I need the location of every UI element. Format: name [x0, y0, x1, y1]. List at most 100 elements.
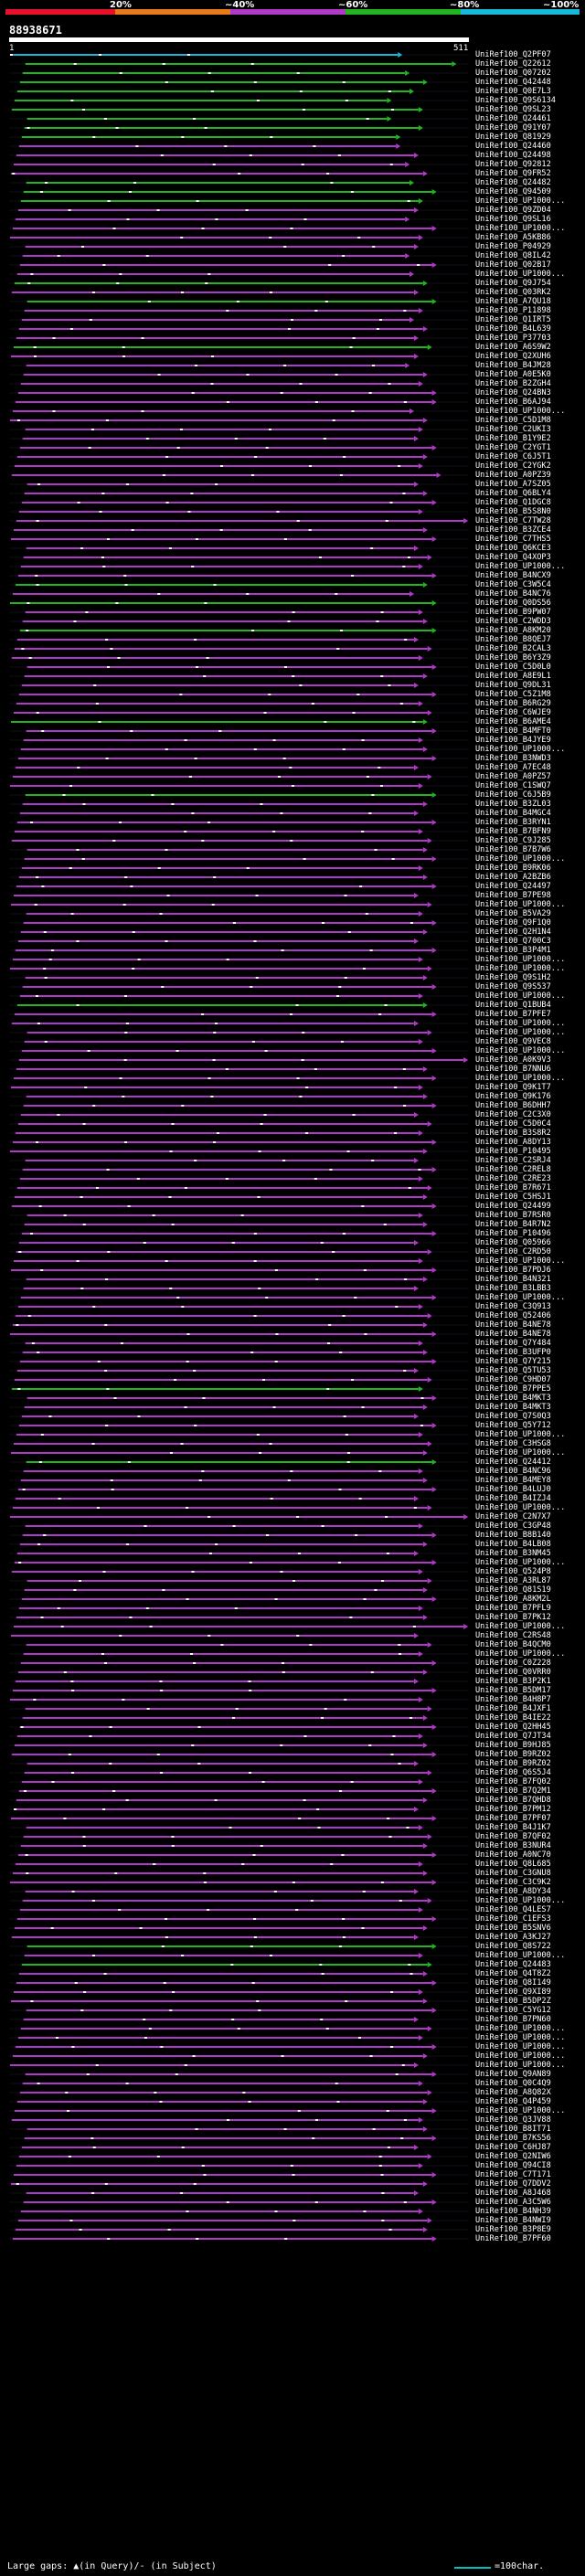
hit-label[interactable]: UniRef100_B9HJ85 [475, 1741, 551, 1750]
hit-label[interactable]: UniRef100_B5VA29 [475, 909, 551, 918]
hit-label[interactable]: UniRef100_C2RS48 [475, 1631, 551, 1640]
hit-label[interactable]: UniRef100_B3S8R2 [475, 1129, 551, 1138]
hit-label[interactable]: UniRef100_A0PZ57 [475, 772, 551, 781]
hit-label[interactable]: UniRef100_Q24460 [475, 142, 551, 151]
hit-label[interactable]: UniRef100_B3UFP0 [475, 1348, 551, 1357]
hit-label[interactable]: UniRef100_B9RK06 [475, 864, 551, 873]
hit-label[interactable]: UniRef100_B4MGC4 [475, 809, 551, 818]
hit-label[interactable]: UniRef100_B4LB08 [475, 1540, 551, 1549]
hit-label[interactable]: UniRef100_Q4LES7 [475, 1905, 551, 1914]
hit-label[interactable]: UniRef100_B4R7N2 [475, 1220, 551, 1229]
hit-label[interactable]: UniRef100_Q3JV88 [475, 2115, 551, 2125]
hit-label[interactable]: UniRef100_B4H8P7 [475, 1695, 551, 1704]
hit-label[interactable]: UniRef100_Q0DS56 [475, 599, 551, 608]
hit-label[interactable]: UniRef100_Q6BLY4 [475, 489, 551, 498]
hit-label[interactable]: UniRef100_Q05966 [475, 1238, 551, 1247]
hit-label[interactable]: UniRef100_P04929 [475, 242, 551, 251]
hit-label[interactable]: UniRef100_Q2NIW6 [475, 2152, 551, 2161]
hit-label[interactable]: UniRef100_C1SWQ7 [475, 781, 551, 790]
hit-label[interactable]: UniRef100_B2ZGH4 [475, 379, 551, 388]
hit-label[interactable]: UniRef100_A7QU18 [475, 297, 551, 306]
hit-label[interactable]: UniRef100_Q7Y215 [475, 1357, 551, 1366]
hit-label[interactable]: UniRef100_Q700C3 [475, 937, 551, 946]
hit-label[interactable]: UniRef100_B7R671 [475, 1183, 551, 1193]
hit-label[interactable]: UniRef100_Q5TU53 [475, 1366, 551, 1375]
hit-label[interactable]: UniRef100_Q9FR52 [475, 169, 551, 178]
hit-label[interactable]: UniRef100_Q92812 [475, 160, 551, 169]
hit-label[interactable]: UniRef100_Q2H1N4 [475, 928, 551, 937]
hit-label[interactable]: UniRef100_C1EFS3 [475, 1914, 551, 1924]
hit-label[interactable]: UniRef100_Q24461 [475, 114, 551, 123]
hit-label[interactable]: UniRef100_Q2HH45 [475, 1723, 551, 1732]
hit-label[interactable]: UniRef100_A8DY13 [475, 1138, 551, 1147]
hit-label[interactable]: UniRef100_B7PDJ6 [475, 1266, 551, 1275]
hit-label[interactable]: UniRef100_C3GNU8 [475, 1869, 551, 1878]
hit-label[interactable]: UniRef100_C2UKI3 [475, 425, 551, 434]
hit-label[interactable]: UniRef100_Q9K1T7 [475, 1083, 551, 1092]
hit-label[interactable]: UniRef100_A8E9L1 [475, 672, 551, 681]
hit-label[interactable]: UniRef100_Q4T8Z2 [475, 1969, 551, 1978]
hit-label[interactable]: UniRef100_B7QF02 [475, 1832, 551, 1841]
hit-label[interactable]: UniRef100_Q42448 [475, 78, 551, 87]
hit-label[interactable]: UniRef100_P10496 [475, 1229, 551, 1238]
hit-label[interactable]: UniRef100_UP1000... [475, 2106, 566, 2115]
hit-label[interactable]: UniRef100_UP1000... [475, 1074, 566, 1083]
hit-label[interactable]: UniRef100_Q4XOP3 [475, 553, 551, 562]
hit-label[interactable]: UniRef100_B3ZL03 [475, 800, 551, 809]
hit-label[interactable]: UniRef100_B7RSR0 [475, 1211, 551, 1220]
hit-label[interactable]: UniRef100_UP1000... [475, 1028, 566, 1037]
hit-label[interactable]: UniRef100_UP1000... [475, 1896, 566, 1905]
hit-label[interactable]: UniRef100_C9HD07 [475, 1375, 551, 1384]
hit-label[interactable]: UniRef100_Q03RK2 [475, 288, 551, 297]
hit-label[interactable]: UniRef100_B4L639 [475, 324, 551, 334]
hit-label[interactable]: UniRef100_B1Y9E2 [475, 434, 551, 443]
hit-label[interactable]: UniRef100_C6J5T1 [475, 452, 551, 461]
hit-label[interactable]: UniRef100_Q8IL42 [475, 251, 551, 260]
hit-label[interactable]: UniRef100_Q22612 [475, 59, 551, 69]
hit-label[interactable]: UniRef100_B4IZJ4 [475, 1494, 551, 1503]
hit-label[interactable]: UniRef100_C2SRJ4 [475, 1156, 551, 1165]
hit-label[interactable]: UniRef100_Q2PF07 [475, 50, 551, 59]
hit-label[interactable]: UniRef100_C6HJ87 [475, 2143, 551, 2152]
hit-label[interactable]: UniRef100_C9J285 [475, 836, 551, 845]
hit-label[interactable]: UniRef100_Q81S19 [475, 1585, 551, 1595]
hit-label[interactable]: UniRef100_A3KJ27 [475, 1933, 551, 1942]
hit-label[interactable]: UniRef100_B7PPE5 [475, 1384, 551, 1394]
hit-label[interactable]: UniRef100_P11898 [475, 306, 551, 315]
hit-label[interactable]: UniRef100_Q7S0Q3 [475, 1412, 551, 1421]
hit-label[interactable]: UniRef100_B6Y3Z9 [475, 653, 551, 663]
hit-label[interactable]: UniRef100_B7NNU6 [475, 1065, 551, 1074]
hit-label[interactable]: UniRef100_B6AJ94 [475, 398, 551, 407]
hit-label[interactable]: UniRef100_A0K9V3 [475, 1055, 551, 1065]
hit-label[interactable]: UniRef100_C5Z1M8 [475, 690, 551, 699]
hit-label[interactable]: UniRef100_B3LBB3 [475, 1284, 551, 1293]
hit-label[interactable]: UniRef100_A3C5W6 [475, 2198, 551, 2207]
hit-label[interactable]: UniRef100_Q24483 [475, 1960, 551, 1969]
hit-label[interactable]: UniRef100_C0Z228 [475, 1659, 551, 1668]
hit-label[interactable]: UniRef100_Q7Y484 [475, 1339, 551, 1348]
hit-label[interactable]: UniRef100_B6DHH7 [475, 1101, 551, 1110]
hit-label[interactable]: UniRef100_B7PK12 [475, 1613, 551, 1622]
hit-label[interactable]: UniRef100_Q9ZD04 [475, 206, 551, 215]
hit-label[interactable]: UniRef100_B7PE98 [475, 891, 551, 900]
hit-label[interactable]: UniRef100_B7PF07 [475, 1814, 551, 1823]
hit-label[interactable]: UniRef100_C5D1M8 [475, 416, 551, 425]
hit-label[interactable]: UniRef100_Q8L685 [475, 1860, 551, 1869]
hit-label[interactable]: UniRef100_Q24498 [475, 151, 551, 160]
hit-label[interactable]: UniRef100_UP1000... [475, 1046, 566, 1055]
hit-label[interactable]: UniRef100_P10495 [475, 1147, 551, 1156]
hit-label[interactable]: UniRef100_UP1000... [475, 1448, 566, 1458]
hit-label[interactable]: UniRef100_B4NE78 [475, 1330, 551, 1339]
hit-label[interactable]: UniRef100_Q9XI89 [475, 1988, 551, 1997]
hit-label[interactable]: UniRef100_C3Q913 [475, 1302, 551, 1311]
hit-label[interactable]: UniRef100_UP1000... [475, 196, 566, 206]
hit-label[interactable]: UniRef100_Q7JT34 [475, 1732, 551, 1741]
hit-label[interactable]: UniRef100_B6RG29 [475, 699, 551, 708]
hit-label[interactable]: UniRef100_B8B140 [475, 1531, 551, 1540]
hit-label[interactable]: UniRef100_Q1BUB4 [475, 1001, 551, 1010]
hit-label[interactable]: UniRef100_P37703 [475, 334, 551, 343]
hit-label[interactable]: UniRef100_Q94509 [475, 187, 551, 196]
hit-label[interactable]: UniRef100_Q9S537 [475, 982, 551, 991]
hit-label[interactable]: UniRef100_Q9S6134 [475, 96, 556, 105]
hit-label[interactable]: UniRef100_C2WDD3 [475, 617, 551, 626]
